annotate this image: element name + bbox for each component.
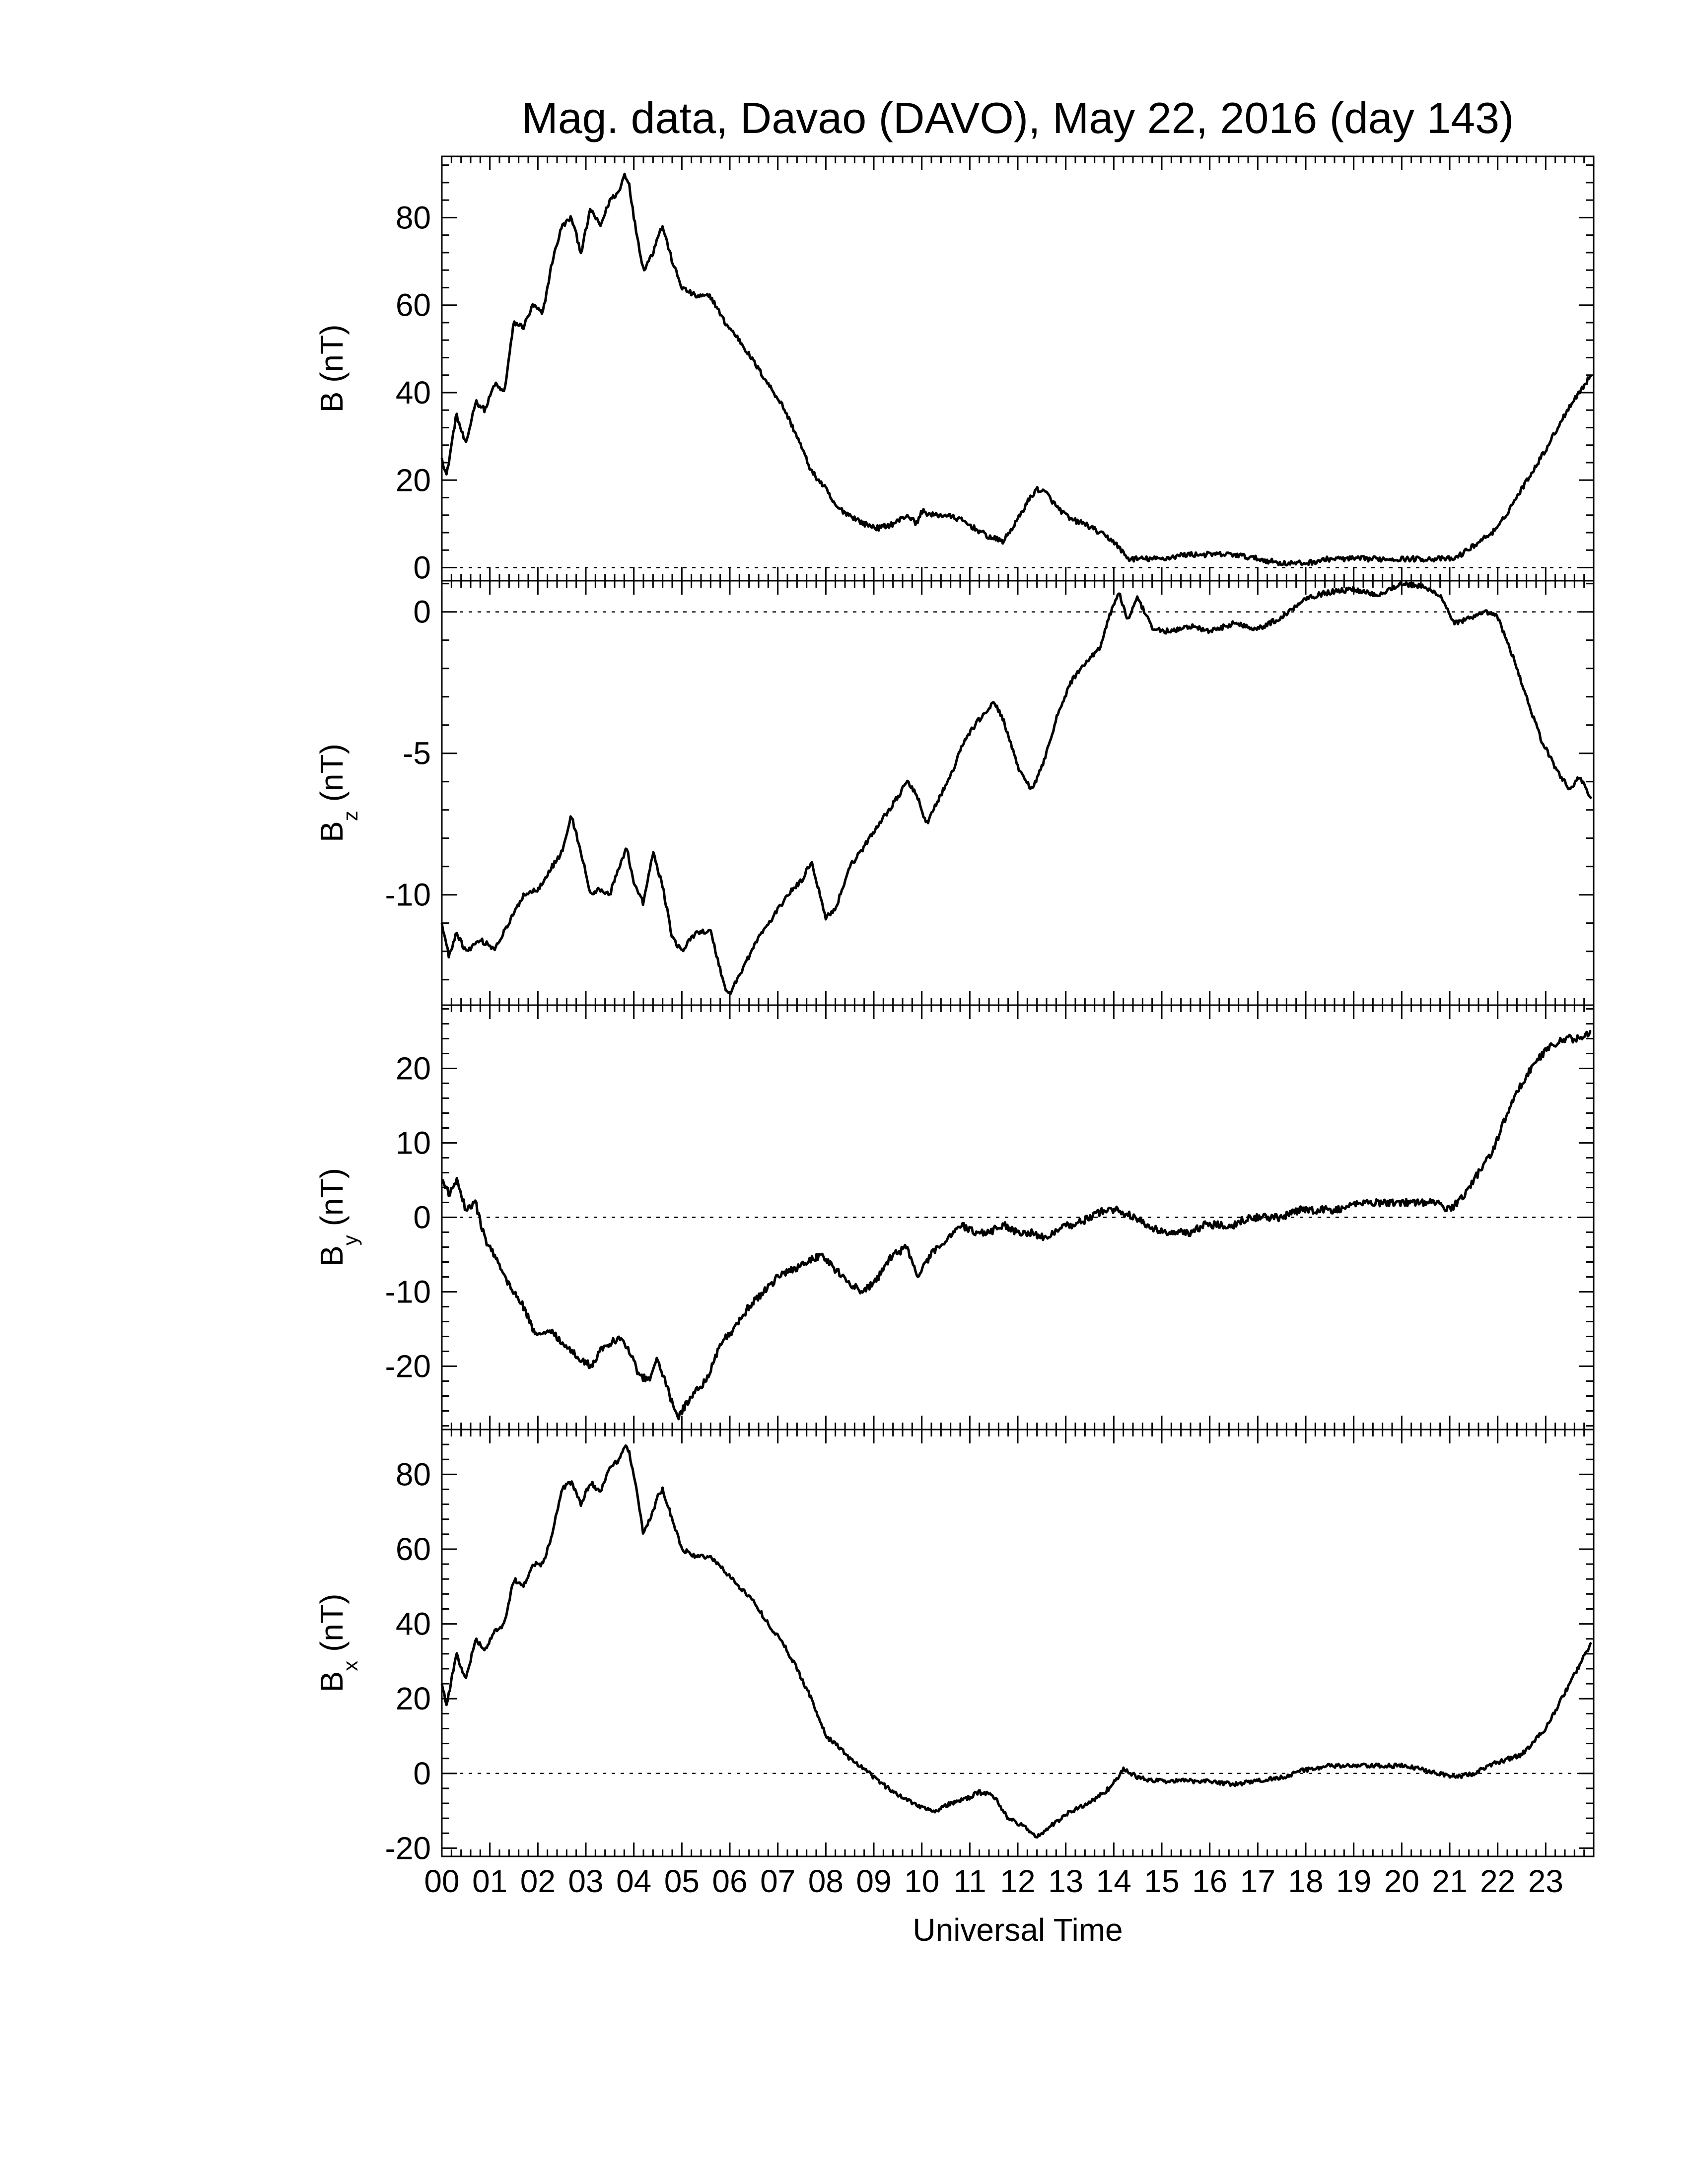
x-tick-label: 06 [712,1863,747,1899]
y-tick-label: 0 [413,1200,431,1235]
x-tick-label: 21 [1432,1863,1467,1899]
x-tick-label: 16 [1192,1863,1227,1899]
y-axis-label-B: B (nT) [314,325,350,413]
y-tick-label: 20 [396,1051,431,1087]
y-tick-label: 0 [413,594,431,630]
x-tick-label: 00 [424,1863,459,1899]
x-tick-label: 22 [1480,1863,1515,1899]
x-tick-label: 17 [1240,1863,1275,1899]
x-tick-label: 15 [1144,1863,1179,1899]
x-tick-label: 09 [856,1863,891,1899]
x-tick-label: 01 [472,1863,507,1899]
x-axis-label: Universal Time [913,1912,1123,1948]
x-tick-label: 12 [1000,1863,1035,1899]
panel-Bx: -20 0 20 40 60 80 Bx (nT) [314,1429,1595,1866]
x-tick-label: 08 [808,1863,844,1899]
y-axis-label-main: B (nT) [314,325,350,413]
y-tick-label: -20 [385,1349,431,1384]
x-tick-label: 11 [953,1863,986,1899]
x-tick-label: 23 [1528,1863,1563,1899]
y-tick-label: 80 [396,1456,431,1492]
y-tick-label: 60 [396,287,431,323]
y-tick-label: 0 [413,550,431,586]
y-tick-label: 20 [396,1681,431,1716]
series-line-B [440,172,1593,567]
y-axis-label-Bz: Bz (nT) [314,744,362,842]
y-tick-label: -5 [403,736,431,771]
x-tick-label: 04 [616,1863,651,1899]
y-axis-label-unit: (nT) [314,1168,350,1235]
y-tick-label: 40 [396,375,431,410]
series-line-By [441,1030,1592,1421]
y-tick-label: -10 [385,1274,431,1310]
y-tick-label: -10 [385,877,431,913]
x-tick-label: 05 [664,1863,700,1899]
y-tick-label: 60 [396,1531,431,1567]
y-axis-label-unit: (nT) [314,1594,350,1661]
x-tick-label: 18 [1288,1863,1323,1899]
chart-title: Mag. data, Davao (DAVO), May 22, 2016 (d… [522,93,1514,142]
y-axis-label-By: By (nT) [314,1168,362,1267]
y-axis-label-unit: (nT) [314,744,350,811]
y-tick-label: 80 [396,200,431,235]
panel-By: -20 -10 0 10 20 By (nT) [314,1004,1595,1431]
series-line-Bx [440,1444,1593,1839]
y-tick-label: 0 [413,1756,431,1791]
panel-frame-Bx [441,1429,1595,1857]
panel-B: 0 20 40 60 80 B (nT) [314,155,1595,586]
x-tick-label: 20 [1384,1863,1419,1899]
y-axis-label-subscript: y [339,1235,362,1245]
panel-Bz: -10 -5 0 Bz (nT) [314,580,1595,1006]
x-tick-label: 10 [904,1863,939,1899]
y-axis-label-subscript: x [339,1661,362,1671]
y-axis-label-main: B [314,1671,350,1693]
x-tick-label: 02 [520,1863,556,1899]
y-tick-label: 40 [396,1606,431,1642]
y-axis-label-main: B [314,821,350,842]
y-tick-label: 20 [396,462,431,498]
x-tick-label: 13 [1048,1863,1083,1899]
x-tick-label: 19 [1336,1863,1371,1899]
y-tick-label: -20 [385,1830,431,1866]
x-tick-label: 14 [1096,1863,1131,1899]
panel-frame-Bz [441,580,1595,1006]
x-tick-labels: 00 01 02 03 04 05 06 07 08 09 10 11 12 13 14 15 16 17 18 19… [424,1863,1563,1899]
x-tick-label: 07 [760,1863,795,1899]
series-line-Bz [440,581,1593,996]
x-tick-label: 03 [568,1863,603,1899]
y-axis-label-subscript: z [339,811,362,821]
y-tick-label: 10 [396,1125,431,1161]
panels: 0 20 40 60 80 B (nT) -10 -5 0 Bz (nT) -20 -10 0 10 20 B… [314,155,1595,1866]
y-axis-label-Bx: Bx (nT) [314,1594,362,1693]
y-axis-label-main: B [314,1245,350,1267]
